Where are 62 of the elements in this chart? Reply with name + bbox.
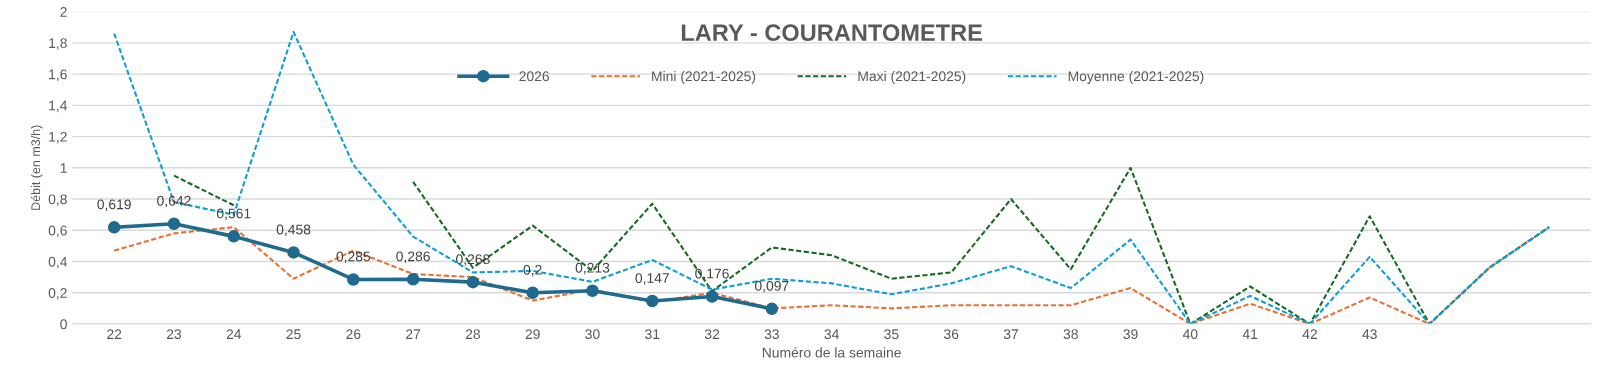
point bbox=[466, 275, 480, 289]
x-tick-label: 30 bbox=[585, 329, 600, 340]
y-tick-label: 2 bbox=[60, 6, 67, 17]
x-tick-label: 40 bbox=[1182, 329, 1198, 340]
x-tick-label: 31 bbox=[645, 329, 660, 340]
data-label: 0,458 bbox=[276, 224, 311, 237]
x-tick-label: 38 bbox=[1063, 329, 1078, 340]
y-tick-label: 0,2 bbox=[48, 288, 67, 300]
x-tick-label: 22 bbox=[107, 329, 122, 339]
x-tick-label: 35 bbox=[884, 329, 899, 340]
x-tick-label: 34 bbox=[824, 329, 839, 340]
data-label: 0,176 bbox=[695, 268, 729, 281]
y-tick-label: 0,4 bbox=[48, 256, 68, 269]
y-axis-title: Débit (en m3/h) bbox=[30, 125, 43, 210]
point bbox=[765, 302, 779, 316]
point bbox=[705, 290, 719, 303]
x-tick-label: 36 bbox=[944, 329, 959, 340]
point bbox=[586, 284, 599, 297]
x-tick-label: 33 bbox=[764, 329, 779, 340]
x-tick-label: 42 bbox=[1302, 329, 1317, 339]
x-axis-title: Numéro de la semaine bbox=[762, 347, 901, 358]
point bbox=[107, 221, 121, 234]
y-tick-label: 0,8 bbox=[48, 194, 67, 206]
point bbox=[287, 246, 300, 259]
y-tick-label: 1 bbox=[60, 163, 67, 173]
x-tick-label: 26 bbox=[346, 329, 361, 340]
legend-label: Moyenne (2021-2025) bbox=[1068, 70, 1204, 84]
y-tick-label: 1,4 bbox=[49, 100, 68, 113]
point bbox=[526, 286, 539, 299]
data-label: 0,561 bbox=[216, 208, 251, 220]
x-tick-label: 28 bbox=[465, 329, 481, 340]
point bbox=[347, 273, 360, 286]
legend-label: Mini (2021-2025) bbox=[652, 70, 756, 84]
x-tick-label: 39 bbox=[1123, 329, 1138, 340]
x-tick-label: 43 bbox=[1362, 329, 1377, 340]
chart-title: LARY - COURANTOMETRE bbox=[681, 24, 982, 42]
x-tick-label: 41 bbox=[1242, 329, 1258, 339]
y-tick-label: 1,6 bbox=[49, 69, 67, 81]
x-tick-label: 37 bbox=[1003, 329, 1019, 340]
y-tick-label: 1,8 bbox=[49, 38, 67, 50]
y-tick-label: 0 bbox=[60, 319, 67, 330]
data-label: 0,642 bbox=[157, 195, 191, 208]
data-label: 0,286 bbox=[396, 251, 430, 263]
data-label: 0,147 bbox=[635, 273, 669, 285]
x-tick-label: 23 bbox=[166, 329, 182, 340]
point bbox=[227, 230, 240, 243]
x-tick-label: 25 bbox=[286, 329, 301, 340]
data-label: 0,213 bbox=[575, 262, 610, 275]
data-label: 0,097 bbox=[755, 280, 789, 293]
point bbox=[646, 294, 659, 308]
legend-label: Maxi (2021-2025) bbox=[858, 70, 966, 84]
x-tick-label: 29 bbox=[525, 329, 540, 340]
point bbox=[167, 217, 181, 230]
x-tick-label: 27 bbox=[406, 329, 421, 339]
y-tick-label: 1,2 bbox=[49, 131, 67, 144]
x-tick-label: 32 bbox=[704, 329, 720, 340]
data-label: 0,285 bbox=[336, 251, 371, 264]
x-tick-label: 24 bbox=[226, 329, 242, 339]
point bbox=[406, 273, 420, 286]
legend-label: 2026 bbox=[519, 71, 549, 82]
y-tick-label: 0,6 bbox=[48, 225, 67, 238]
data-label: 0,619 bbox=[97, 199, 131, 211]
